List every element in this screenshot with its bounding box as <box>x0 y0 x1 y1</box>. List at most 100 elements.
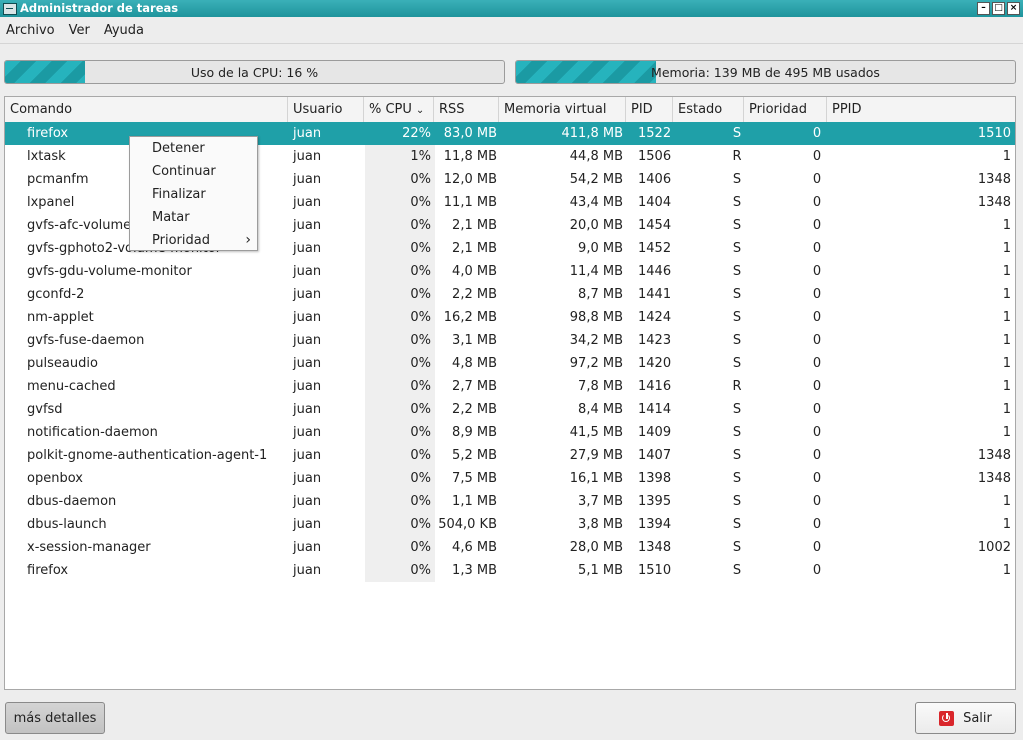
column-header-estado[interactable]: Estado <box>673 97 744 122</box>
column-header-pid[interactable]: PID <box>626 97 673 122</box>
cell-pid: 1398 <box>638 471 672 486</box>
maximize-button[interactable]: □ <box>992 2 1005 15</box>
cell-comando: gconfd-2 <box>27 287 85 302</box>
cell-ppid: 1 <box>1002 356 1011 371</box>
menu-item-matar[interactable]: Matar <box>152 210 190 225</box>
cell-prioridad: 0 <box>812 126 822 141</box>
table-row[interactable]: notification-daemon juan 0% 8,9 MB 41,5 MB 14… <box>5 421 1015 444</box>
cell-rss: 4,0 MB <box>452 264 497 279</box>
cell-pid: 1420 <box>638 356 672 371</box>
column-header-rss[interactable]: RSS <box>434 97 499 122</box>
cell-prioridad: 0 <box>812 241 822 256</box>
cell-ppid: 1 <box>1002 425 1011 440</box>
cell-pid: 1441 <box>638 287 672 302</box>
cell-prioridad: 0 <box>812 149 822 164</box>
table-row[interactable]: gvfs-gdu-volume-monitor juan 0% 4,0 MB 11,4 … <box>5 260 1015 283</box>
cell-prioridad: 0 <box>812 195 822 210</box>
cell-ppid: 1 <box>1002 241 1011 256</box>
table-row[interactable]: nm-applet juan 0% 16,2 MB 98,8 MB 1424 S 0 1 <box>5 306 1015 329</box>
column-header-prioridad[interactable]: Prioridad <box>744 97 827 122</box>
cell-memoria-virtual: 411,8 MB <box>561 126 623 141</box>
table-row[interactable]: openbox juan 0% 7,5 MB 16,1 MB 1398 S 0 1348 <box>5 467 1015 490</box>
cell-ppid: 1002 <box>977 540 1011 555</box>
quit-button[interactable]: Salir <box>915 702 1016 734</box>
cell-memoria-virtual: 5,1 MB <box>578 563 623 578</box>
cell-rss: 2,1 MB <box>452 218 497 233</box>
cell-ppid: 1 <box>1002 379 1011 394</box>
menu-ayuda[interactable]: Ayuda <box>103 22 145 38</box>
sorted-column-highlight <box>365 122 435 582</box>
cell-pid: 1409 <box>638 425 672 440</box>
cell-usuario: juan <box>293 356 322 371</box>
table-row[interactable]: menu-cached juan 0% 2,7 MB 7,8 MB 1416 R 0 1 <box>5 375 1015 398</box>
table-row[interactable]: pulseaudio juan 0% 4,8 MB 97,2 MB 1420 S 0 1 <box>5 352 1015 375</box>
minimize-button[interactable]: – <box>977 2 990 15</box>
more-details-button[interactable]: más detalles <box>5 702 105 734</box>
process-table[interactable]: Comando Usuario % CPU ⌄ RSS Memoria virtu… <box>4 96 1016 690</box>
table-row[interactable]: gvfs-fuse-daemon juan 0% 3,1 MB 34,2 MB 1423 S… <box>5 329 1015 352</box>
column-header-usuario[interactable]: Usuario <box>288 97 364 122</box>
table-row[interactable]: firefox juan 0% 1,3 MB 5,1 MB 1510 S 0 1 <box>5 559 1015 582</box>
cell-pid: 1510 <box>638 563 672 578</box>
column-header-comando[interactable]: Comando <box>5 97 288 122</box>
cell-comando: menu-cached <box>27 379 116 394</box>
chevron-down-icon: ⌄ <box>415 105 425 116</box>
cell-ppid: 1 <box>1002 402 1011 417</box>
cell-comando: pcmanfm <box>27 172 89 187</box>
column-header-cpu[interactable]: % CPU ⌄ <box>364 97 434 122</box>
cell-cpu: 0% <box>410 563 431 578</box>
table-row[interactable]: dbus-daemon juan 0% 1,1 MB 3,7 MB 1395 S 0 1 <box>5 490 1015 513</box>
cell-ppid: 1 <box>1002 149 1011 164</box>
cell-estado: S <box>732 218 742 233</box>
cell-usuario: juan <box>293 540 322 555</box>
cell-estado: S <box>732 264 742 279</box>
table-row[interactable]: lxpanel juan 0% 11,1 MB 43,4 MB 1404 S 0 1348 <box>5 191 1015 214</box>
cpu-usage-bar: Uso de la CPU: 16 % <box>4 60 505 84</box>
table-row[interactable]: pcmanfm juan 0% 12,0 MB 54,2 MB 1406 S 0 1348 <box>5 168 1015 191</box>
column-header-memoria-virtual[interactable]: Memoria virtual <box>499 97 626 122</box>
cell-pid: 1506 <box>638 149 672 164</box>
menu-item-detener[interactable]: Detener <box>152 141 205 156</box>
cell-pid: 1406 <box>638 172 672 187</box>
cell-estado: R <box>732 379 742 394</box>
cell-ppid: 1510 <box>977 126 1011 141</box>
column-header-ppid[interactable]: PPID <box>832 102 862 117</box>
cell-usuario: juan <box>293 287 322 302</box>
cell-cpu: 0% <box>410 379 431 394</box>
cell-usuario: juan <box>293 494 322 509</box>
menu-item-prioridad[interactable]: Prioridad › <box>130 229 257 252</box>
menu-item-finalizar[interactable]: Finalizar <box>152 187 206 202</box>
cell-estado: S <box>732 425 742 440</box>
menu-ver[interactable]: Ver <box>68 22 90 38</box>
table-row[interactable]: x-session-manager juan 0% 4,6 MB 28,0 MB 1348… <box>5 536 1015 559</box>
cell-memoria-virtual: 20,0 MB <box>569 218 623 233</box>
cell-usuario: juan <box>293 126 322 141</box>
cell-cpu: 0% <box>410 241 431 256</box>
table-row[interactable]: gvfsd juan 0% 2,2 MB 8,4 MB 1414 S 0 1 <box>5 398 1015 421</box>
table-row[interactable]: gconfd-2 juan 0% 2,2 MB 8,7 MB 1441 S 0 1 <box>5 283 1015 306</box>
cell-comando: dbus-launch <box>27 517 107 532</box>
cell-cpu: 0% <box>410 287 431 302</box>
cell-memoria-virtual: 28,0 MB <box>569 540 623 555</box>
cell-comando: gvfs-fuse-daemon <box>27 333 145 348</box>
table-row[interactable]: dbus-launch juan 0% 504,0 KB 3,8 MB 1394 S 0 1 <box>5 513 1015 536</box>
cell-memoria-virtual: 11,4 MB <box>569 264 623 279</box>
cell-rss: 7,5 MB <box>452 471 497 486</box>
cell-cpu: 0% <box>410 540 431 555</box>
cell-ppid: 1 <box>1002 333 1011 348</box>
cell-comando: x-session-manager <box>27 540 151 555</box>
close-button[interactable]: × <box>1007 2 1020 15</box>
cell-prioridad: 0 <box>812 563 822 578</box>
cell-rss: 2,2 MB <box>452 287 497 302</box>
cell-memoria-virtual: 43,4 MB <box>569 195 623 210</box>
cell-rss: 4,8 MB <box>452 356 497 371</box>
menu-archivo[interactable]: Archivo <box>6 22 55 38</box>
table-row[interactable]: polkit-gnome-authentication-agent-1 juan 0… <box>5 444 1015 467</box>
cell-usuario: juan <box>293 218 322 233</box>
menu-item-continuar[interactable]: Continuar <box>152 164 216 179</box>
cell-cpu: 22% <box>402 126 431 141</box>
table-row[interactable]: lxtask juan 1% 11,8 MB 44,8 MB 1506 R 0 1 <box>5 145 1015 168</box>
cell-prioridad: 0 <box>812 310 822 325</box>
cell-comando: polkit-gnome-authentication-agent-1 <box>27 448 268 463</box>
cell-cpu: 0% <box>410 402 431 417</box>
